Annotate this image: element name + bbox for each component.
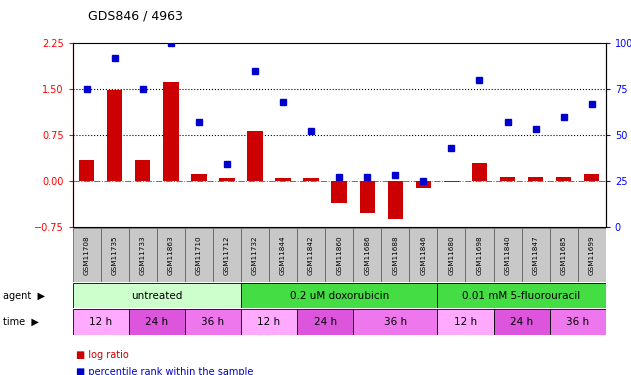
Text: GSM11860: GSM11860	[336, 235, 342, 274]
Bar	[241, 228, 269, 282]
Text: 12 h: 12 h	[454, 317, 477, 327]
Text: 0.2 uM doxorubicin: 0.2 uM doxorubicin	[290, 291, 389, 301]
Bar	[129, 228, 156, 282]
Bar	[493, 228, 522, 282]
Text: 36 h: 36 h	[201, 317, 225, 327]
Bar	[353, 228, 381, 282]
Text: GDS846 / 4963: GDS846 / 4963	[88, 9, 183, 22]
Text: time  ▶: time ▶	[3, 317, 39, 327]
Text: GSM11735: GSM11735	[112, 235, 117, 274]
Bar	[191, 174, 206, 181]
Bar	[353, 309, 437, 334]
Text: GSM11712: GSM11712	[224, 235, 230, 274]
Text: GSM11842: GSM11842	[308, 235, 314, 274]
Bar	[73, 283, 241, 308]
Text: 12 h: 12 h	[257, 317, 281, 327]
Bar	[437, 283, 606, 308]
Bar	[437, 309, 493, 334]
Text: 24 h: 24 h	[510, 317, 533, 327]
Bar	[100, 228, 129, 282]
Bar	[437, 228, 466, 282]
Text: 36 h: 36 h	[384, 317, 407, 327]
Text: ■ log ratio: ■ log ratio	[76, 350, 129, 360]
Bar	[73, 228, 100, 282]
Text: 24 h: 24 h	[314, 317, 337, 327]
Text: 12 h: 12 h	[89, 317, 112, 327]
Bar	[135, 160, 150, 181]
Bar	[297, 228, 325, 282]
Text: GSM11685: GSM11685	[561, 235, 567, 274]
Text: agent  ▶: agent ▶	[3, 291, 45, 301]
Bar	[219, 178, 235, 181]
Text: GSM11732: GSM11732	[252, 235, 258, 274]
Bar	[275, 178, 291, 181]
Text: GSM11863: GSM11863	[168, 235, 174, 274]
Text: 0.01 mM 5-fluorouracil: 0.01 mM 5-fluorouracil	[463, 291, 581, 301]
Text: 36 h: 36 h	[566, 317, 589, 327]
Text: ■ percentile rank within the sample: ■ percentile rank within the sample	[76, 367, 253, 375]
Bar	[297, 309, 353, 334]
Bar	[410, 228, 437, 282]
Bar	[269, 228, 297, 282]
Bar	[584, 174, 599, 181]
Bar	[550, 309, 606, 334]
Text: untreated: untreated	[131, 291, 182, 301]
Bar	[185, 309, 241, 334]
Text: GSM11846: GSM11846	[420, 235, 427, 274]
Bar	[493, 309, 550, 334]
Bar	[247, 131, 262, 181]
Bar	[360, 181, 375, 213]
Bar	[325, 228, 353, 282]
Bar	[550, 228, 578, 282]
Text: GSM11699: GSM11699	[589, 235, 595, 274]
Text: GSM11733: GSM11733	[139, 235, 146, 274]
Bar	[79, 159, 94, 181]
Bar	[416, 181, 431, 188]
Bar	[107, 90, 122, 181]
Bar	[528, 177, 543, 181]
Bar	[578, 228, 606, 282]
Bar	[156, 228, 185, 282]
Bar	[500, 177, 516, 181]
Bar	[241, 309, 297, 334]
Text: GSM11847: GSM11847	[533, 235, 539, 274]
Bar	[522, 228, 550, 282]
Text: GSM11844: GSM11844	[280, 235, 286, 274]
Bar	[387, 181, 403, 219]
Text: GSM11708: GSM11708	[83, 235, 90, 274]
Bar	[444, 181, 459, 182]
Bar	[241, 283, 437, 308]
Bar	[466, 228, 493, 282]
Bar	[129, 309, 185, 334]
Bar	[472, 163, 487, 181]
Text: GSM11686: GSM11686	[364, 235, 370, 274]
Text: GSM11680: GSM11680	[449, 235, 454, 274]
Text: GSM11710: GSM11710	[196, 235, 202, 274]
Bar	[381, 228, 410, 282]
Text: GSM11698: GSM11698	[476, 235, 483, 274]
Text: 24 h: 24 h	[145, 317, 168, 327]
Bar	[304, 178, 319, 181]
Bar	[73, 309, 129, 334]
Text: GSM11840: GSM11840	[505, 235, 510, 274]
Bar	[331, 181, 347, 203]
Bar	[185, 228, 213, 282]
Text: GSM11688: GSM11688	[392, 235, 398, 274]
Bar	[213, 228, 241, 282]
Bar	[163, 82, 179, 181]
Bar	[556, 177, 572, 181]
